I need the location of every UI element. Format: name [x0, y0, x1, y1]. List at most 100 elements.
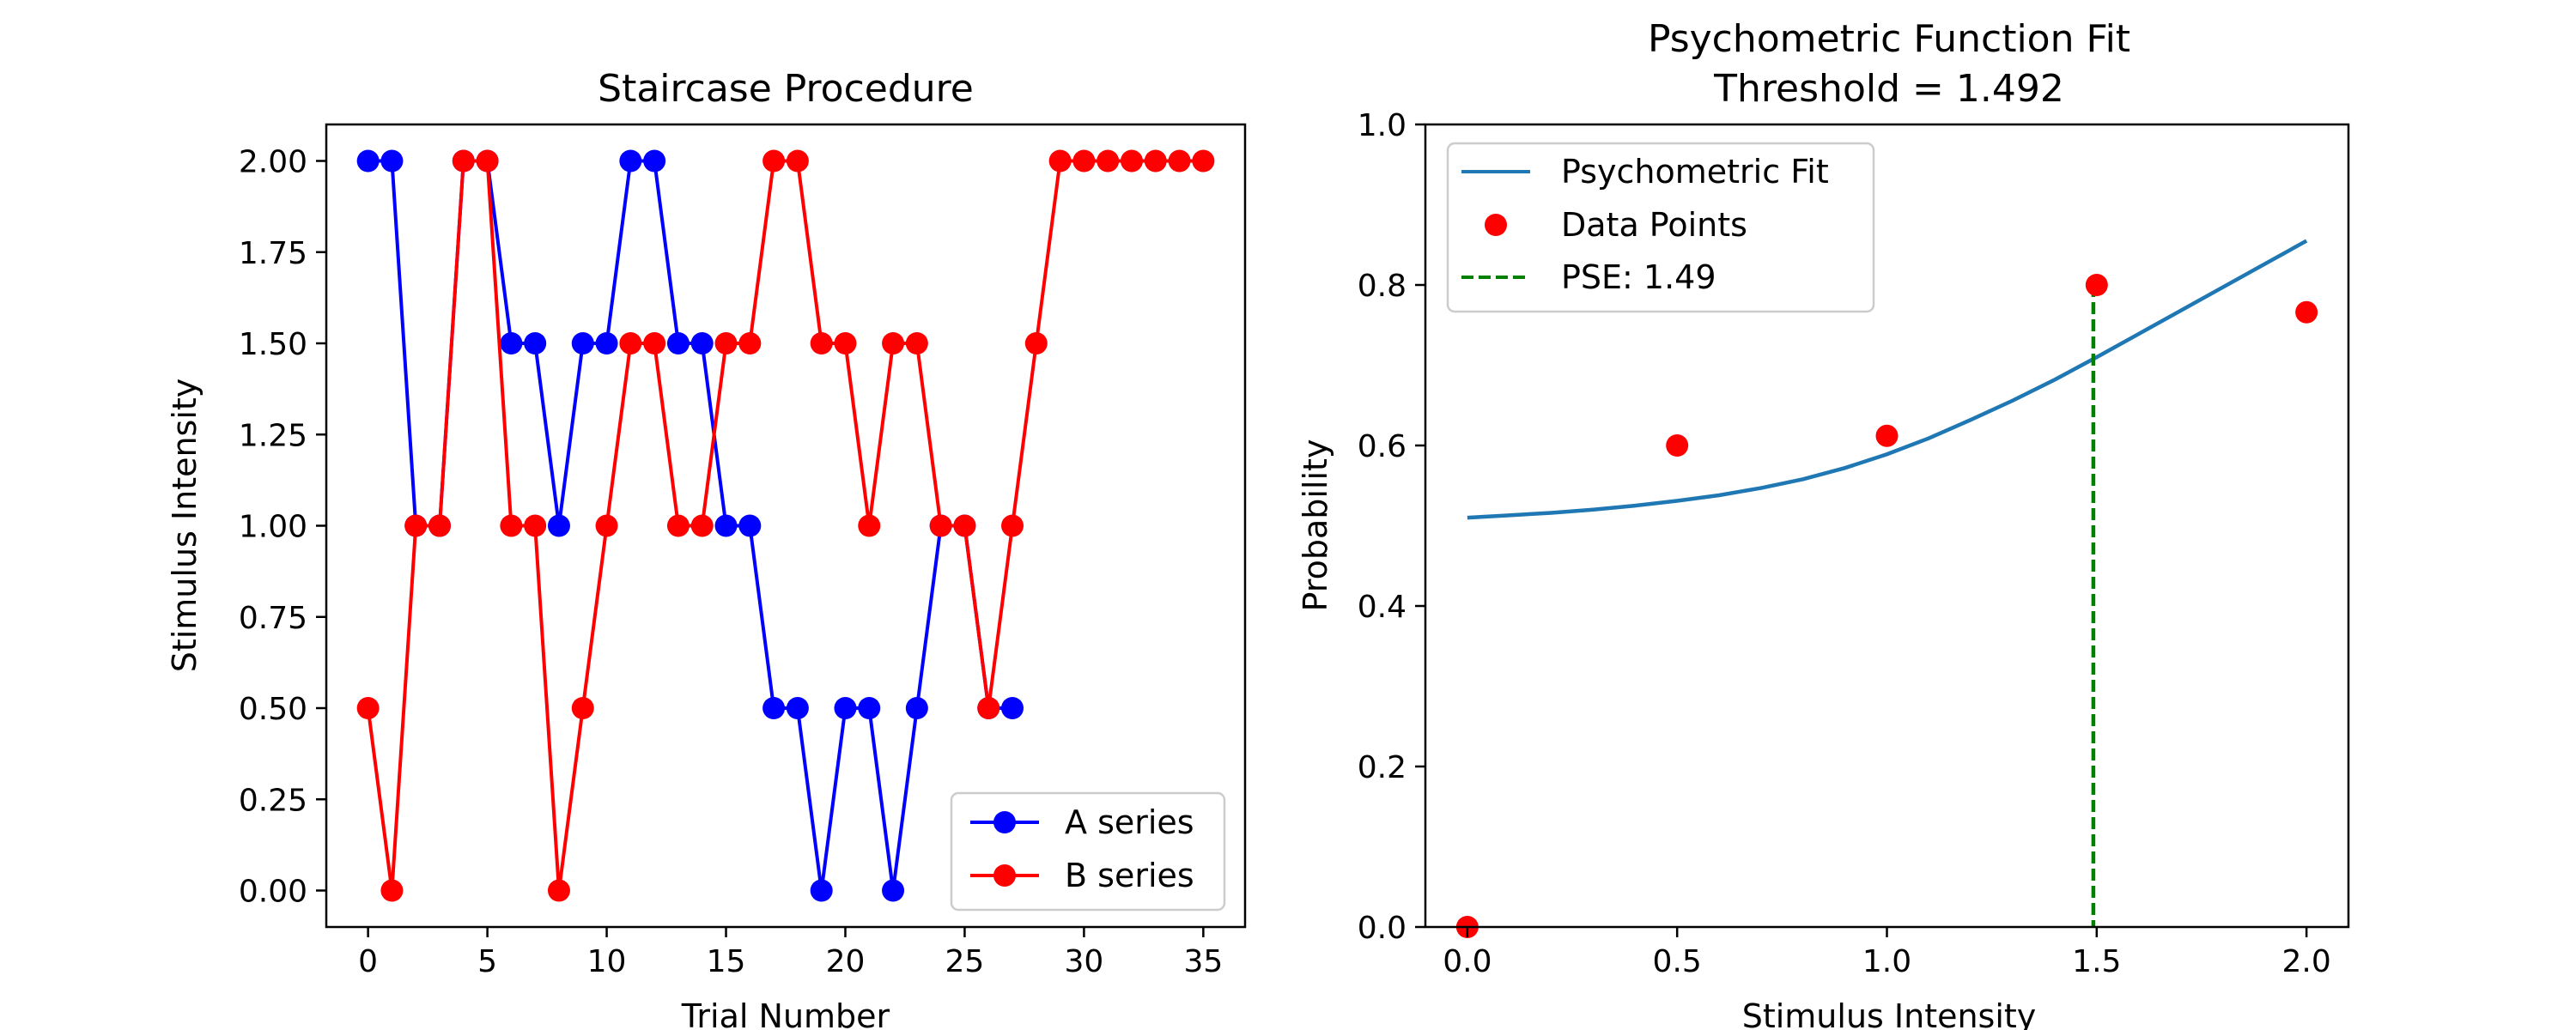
staircase-y-tick-label: 2.00 [239, 145, 307, 180]
psychometric-series-layer [1455, 239, 2318, 938]
staircase-y-tick-label: 0.50 [239, 692, 307, 727]
a-series-point [882, 879, 905, 902]
b-series-point [690, 514, 714, 537]
a-series-point [786, 697, 809, 719]
psychometric-x-tick-label: 2.0 [2282, 944, 2331, 979]
b-series-point [786, 149, 809, 173]
legend-a-series-label: A series [1065, 803, 1194, 841]
b-series-point [1144, 149, 1167, 173]
b-series-point [380, 879, 404, 902]
a-series-point [571, 332, 594, 354]
b-series-point [1048, 149, 1072, 173]
b-series-point [738, 332, 762, 354]
b-series-point [666, 514, 690, 537]
b-series-point [452, 149, 475, 173]
psychometric-chart: Psychometric Function Fit Threshold = 1.… [1297, 17, 2350, 1030]
staircase-x-tick-label: 0 [358, 944, 378, 979]
legend-fit-label: Psychometric Fit [1561, 153, 1829, 191]
staircase-x-axis-label: Trial Number [681, 997, 890, 1030]
b-series-point [1072, 149, 1096, 173]
a-series-point [738, 514, 762, 537]
psychometric-x-ticks: 0.0 0.5 1.0 1.5 2.0 [1443, 927, 2331, 979]
staircase-y-axis-label: Stimulus Intensity [166, 379, 204, 673]
legend-data-points-marker [1485, 214, 1507, 236]
a-series-point [714, 514, 738, 537]
data-point [1666, 434, 1689, 457]
staircase-y-tick-label: 1.25 [239, 418, 307, 453]
staircase-x-tick-label: 30 [1064, 944, 1103, 979]
b-series-line [366, 159, 1204, 891]
staircase-chart-title: Staircase Procedure [598, 67, 974, 111]
b-series-point [476, 149, 499, 173]
a-series-point [858, 697, 881, 719]
data-point [1875, 424, 1899, 447]
b-series-point [1001, 514, 1024, 537]
legend-b-series-marker [993, 864, 1016, 887]
staircase-x-tick-label: 10 [587, 944, 627, 979]
b-series-point [619, 332, 642, 354]
psychometric-y-tick-label: 1.0 [1358, 108, 1406, 143]
b-series-point [1024, 332, 1048, 354]
a-series-point [905, 697, 928, 719]
b-series-point [929, 514, 952, 537]
b-series-point [404, 514, 428, 537]
a-series-point [810, 879, 833, 902]
data-point [2295, 300, 2318, 324]
a-series-point [595, 332, 618, 354]
b-series-point [1192, 149, 1215, 173]
b-series-point [547, 879, 570, 902]
b-series-point [905, 332, 928, 354]
b-series-point [882, 332, 905, 354]
staircase-y-tick-label: 0.25 [239, 783, 307, 818]
a-series-point [524, 332, 547, 354]
b-series-point [571, 697, 594, 719]
psychometric-y-axis-label: Probability [1297, 439, 1334, 612]
a-series-point [619, 149, 642, 173]
b-series-point [1097, 149, 1120, 173]
b-series-point [1120, 149, 1143, 173]
staircase-series-layer [356, 149, 1215, 902]
staircase-legend: A series B series [950, 791, 1226, 912]
staircase-y-ticks: 0.00 0.25 0.50 0.75 1.00 1.25 1.50 1.75 2.00 [239, 145, 326, 910]
b-series-point [714, 332, 738, 354]
b-series-point [977, 697, 1000, 719]
a-series-point [834, 697, 857, 719]
a-series-point [762, 697, 786, 719]
psychometric-chart-subtitle: Threshold = 1.492 [1713, 67, 2064, 111]
b-series-point [1168, 149, 1191, 173]
b-series-point [500, 514, 523, 537]
b-series-point [643, 332, 666, 354]
psychometric-y-ticks: 0.0 0.2 0.4 0.6 0.8 1.0 [1358, 108, 1425, 946]
psychometric-x-tick-label: 0.5 [1653, 944, 1702, 979]
psychometric-chart-title: Psychometric Function Fit [1648, 17, 2130, 61]
b-series-point [834, 332, 857, 354]
psychometric-y-tick-label: 0.4 [1358, 590, 1406, 625]
b-series-point [858, 514, 881, 537]
staircase-y-tick-label: 1.50 [239, 327, 307, 362]
staircase-x-ticks: 0 5 10 15 20 25 30 35 [358, 927, 1223, 979]
b-series-point [524, 514, 547, 537]
staircase-y-tick-label: 0.00 [239, 875, 307, 910]
staircase-y-tick-label: 1.75 [239, 236, 307, 271]
b-series-point [356, 697, 380, 719]
a-series-point [500, 332, 523, 354]
staircase-x-tick-label: 25 [945, 944, 985, 979]
psychometric-y-tick-label: 0.6 [1358, 429, 1406, 464]
b-series-point [953, 514, 976, 537]
b-series-point [810, 332, 833, 354]
psychometric-legend-box [1446, 142, 1875, 313]
data-point [2085, 274, 2108, 296]
legend-b-series-label: B series [1065, 857, 1194, 894]
a-series-point [690, 332, 714, 354]
psychometric-fit-curve [1467, 239, 2308, 520]
legend-data-points-label: Data Points [1561, 206, 1747, 244]
legend-a-series-marker [993, 811, 1016, 833]
psychometric-x-tick-label: 0.0 [1443, 944, 1492, 979]
staircase-x-tick-label: 5 [477, 944, 497, 979]
psychometric-x-tick-label: 1.5 [2072, 944, 2121, 979]
staircase-y-tick-label: 1.00 [239, 510, 307, 545]
legend-pse-label: PSE: 1.49 [1561, 258, 1716, 296]
staircase-x-tick-label: 20 [826, 944, 866, 979]
b-series-point [428, 514, 452, 537]
